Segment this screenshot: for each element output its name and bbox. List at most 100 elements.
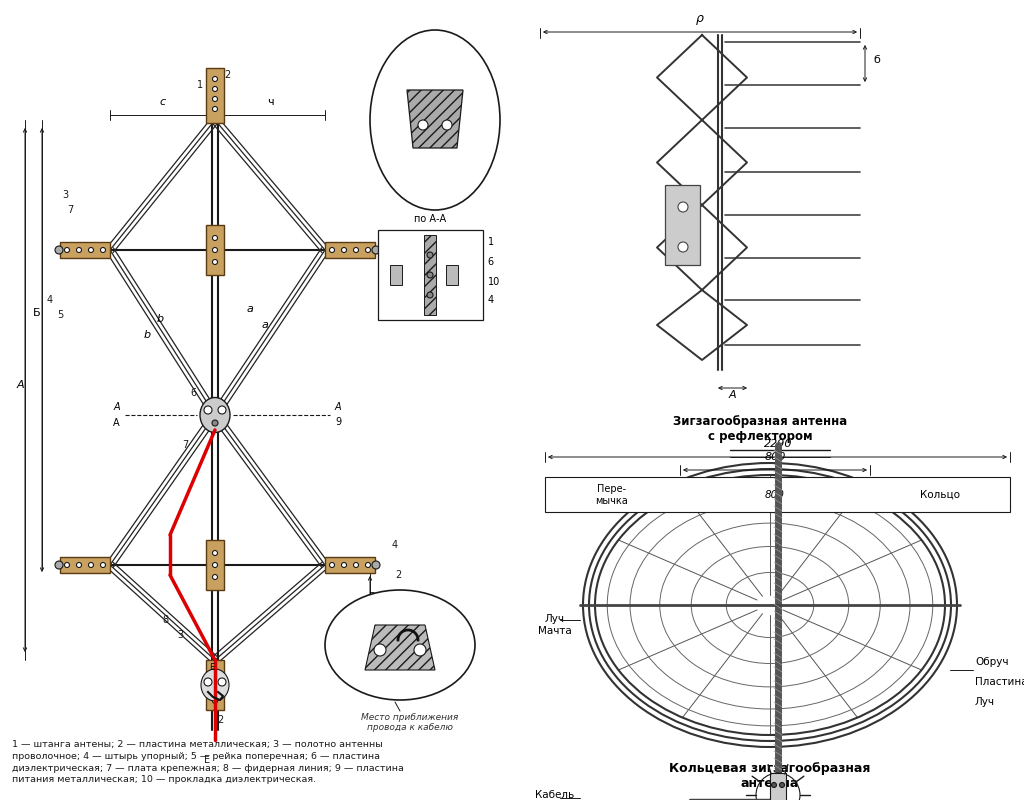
Bar: [206, 225, 224, 275]
Polygon shape: [365, 625, 435, 670]
Circle shape: [213, 669, 217, 674]
Text: ч: ч: [266, 97, 273, 107]
Circle shape: [678, 242, 688, 252]
Bar: [665, 185, 700, 265]
Circle shape: [65, 247, 70, 253]
Text: a: a: [261, 319, 268, 330]
Circle shape: [213, 574, 217, 579]
Text: по А-А: по А-А: [414, 214, 446, 224]
Text: —: —: [352, 237, 362, 247]
Text: 9: 9: [335, 417, 341, 427]
Text: A: A: [16, 380, 24, 390]
Circle shape: [330, 562, 335, 567]
Circle shape: [341, 562, 346, 567]
Circle shape: [374, 644, 386, 656]
Text: A: A: [335, 402, 342, 412]
Text: 800: 800: [764, 452, 785, 462]
Text: Обруч: Обруч: [975, 657, 1009, 667]
Text: 30: 30: [429, 162, 441, 172]
Text: A: A: [114, 402, 120, 412]
Circle shape: [427, 272, 433, 278]
Circle shape: [427, 292, 433, 298]
Circle shape: [77, 562, 82, 567]
Bar: [60, 242, 110, 258]
Circle shape: [779, 782, 784, 787]
Text: 60: 60: [429, 176, 441, 186]
Circle shape: [330, 247, 335, 253]
Circle shape: [427, 252, 433, 258]
Bar: [378, 230, 482, 320]
Text: 5: 5: [57, 310, 63, 320]
Circle shape: [353, 562, 358, 567]
Polygon shape: [407, 90, 463, 148]
Circle shape: [100, 562, 105, 567]
Text: 8: 8: [385, 633, 391, 642]
Text: 2: 2: [395, 570, 401, 580]
Circle shape: [414, 644, 426, 656]
Circle shape: [213, 235, 217, 241]
Text: E: E: [369, 592, 375, 602]
Circle shape: [213, 106, 217, 111]
Circle shape: [55, 246, 63, 254]
Circle shape: [372, 561, 380, 569]
Circle shape: [213, 77, 217, 82]
Text: Зигзагообразная антенна
с рефлектором: Зигзагообразная антенна с рефлектором: [673, 415, 847, 443]
Circle shape: [213, 550, 217, 555]
Text: E: E: [204, 755, 210, 765]
Text: Луч: Луч: [975, 697, 995, 707]
Text: 7: 7: [182, 440, 188, 450]
Text: 2290: 2290: [764, 439, 793, 449]
Text: 8: 8: [162, 615, 168, 625]
Text: A: A: [114, 418, 120, 428]
Text: g: g: [351, 612, 358, 622]
Text: a: a: [247, 305, 253, 314]
Bar: [390, 265, 402, 285]
Circle shape: [353, 247, 358, 253]
Text: Место приближения
провода к кабелю: Место приближения провода к кабелю: [361, 713, 459, 733]
Circle shape: [100, 247, 105, 253]
Bar: [206, 660, 224, 710]
Text: 4: 4: [47, 295, 53, 305]
Circle shape: [204, 406, 212, 414]
Ellipse shape: [370, 30, 500, 210]
Circle shape: [204, 678, 212, 686]
Text: 4: 4: [487, 295, 494, 305]
Text: 6: 6: [487, 257, 494, 267]
Circle shape: [213, 562, 217, 567]
Text: ρ: ρ: [696, 12, 703, 25]
Circle shape: [366, 247, 371, 253]
Circle shape: [366, 562, 371, 567]
Text: б: б: [873, 55, 880, 65]
Circle shape: [341, 247, 346, 253]
Bar: [206, 540, 224, 590]
Text: Кольцо: Кольцо: [920, 490, 961, 500]
Text: 1 — штанга антены; 2 — пластина металлическая; 3 — полотно антенны
проволочное; : 1 — штанга антены; 2 — пластина металлич…: [12, 740, 403, 784]
Text: Кольцевая зигзагообразная
антенна: Кольцевая зигзагообразная антенна: [670, 762, 870, 790]
Text: b: b: [143, 330, 151, 339]
Text: Б: Б: [33, 307, 41, 318]
Text: 800: 800: [765, 490, 785, 500]
Bar: [770, 773, 786, 800]
Text: c: c: [160, 97, 166, 107]
Circle shape: [442, 120, 452, 130]
Text: 7: 7: [67, 205, 73, 215]
Ellipse shape: [200, 398, 230, 433]
Circle shape: [77, 247, 82, 253]
Bar: [60, 557, 110, 573]
Circle shape: [372, 246, 380, 254]
Circle shape: [213, 86, 217, 91]
Text: b: b: [157, 314, 164, 325]
Circle shape: [213, 678, 217, 683]
Text: 6: 6: [189, 388, 196, 398]
Circle shape: [213, 247, 217, 253]
Text: 1: 1: [197, 80, 203, 90]
Circle shape: [678, 202, 688, 212]
Circle shape: [213, 259, 217, 265]
Circle shape: [88, 562, 93, 567]
Text: Кабель: Кабель: [536, 790, 574, 800]
Bar: [424, 235, 436, 315]
Bar: [446, 265, 458, 285]
Text: 3: 3: [177, 630, 183, 640]
Text: A: A: [728, 390, 736, 400]
Bar: [206, 67, 224, 122]
